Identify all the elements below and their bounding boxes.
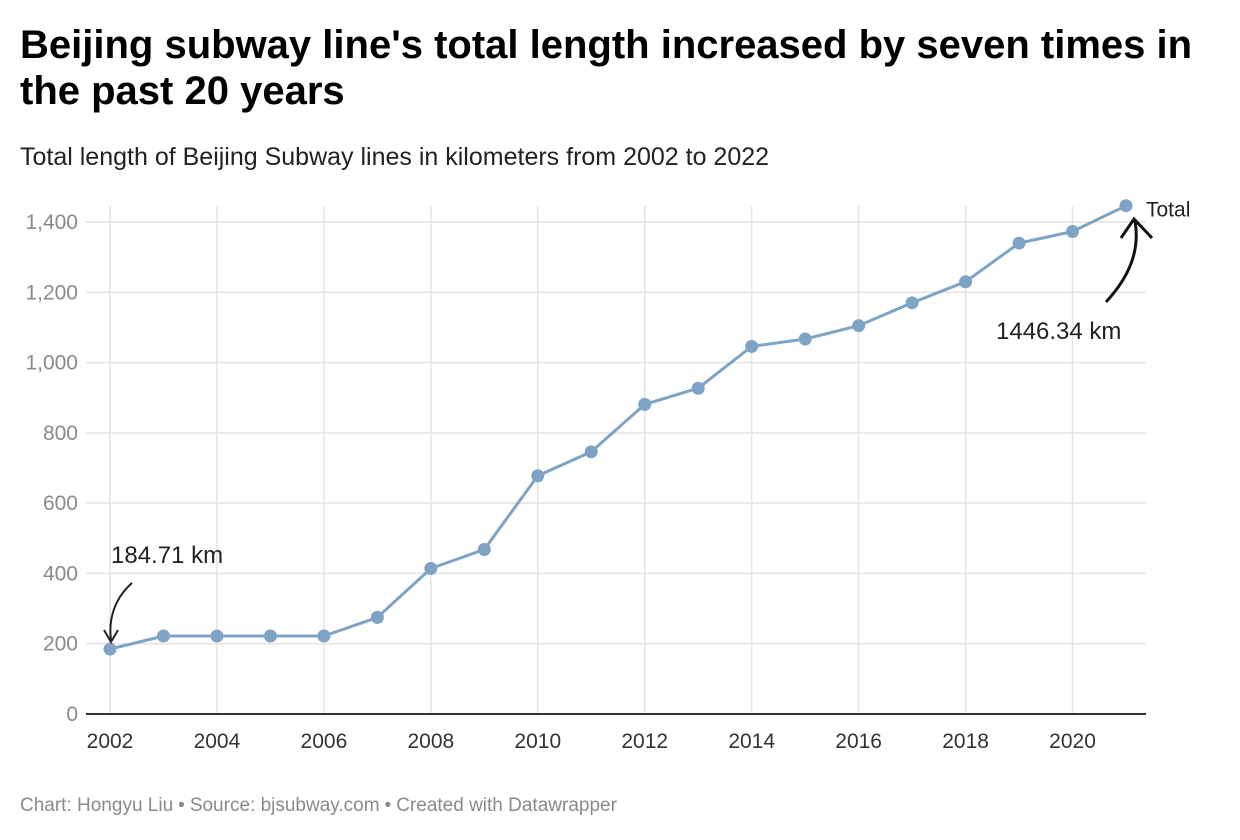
data-point [959, 275, 973, 289]
data-point [905, 296, 919, 310]
chart-footer: Chart: Hongyu Liu • Source: bjsubway.com • C… [20, 794, 617, 818]
data-point [1066, 224, 1080, 238]
data-point [584, 445, 598, 459]
data-point [424, 562, 438, 576]
axes: 0 200 400 600 800 1,000 1,200 1,400 2002 2004 2006… [25, 211, 1146, 753]
series-label-total: Total [1146, 199, 1190, 222]
x-tick-label: 2014 [728, 730, 775, 753]
chart-title: Beijing subway line's total length incre… [20, 23, 1193, 113]
x-tick-label: 2008 [407, 730, 454, 753]
series-total: Total [103, 199, 1190, 656]
line-chart: 0 200 400 600 800 1,000 1,200 1,400 2002 2004 2006… [25, 199, 1190, 753]
data-point [1012, 236, 1026, 250]
annotation-start-arrowhead [103, 629, 119, 644]
y-tick-label: 1,000 [25, 352, 78, 375]
x-tick-label: 2006 [301, 730, 348, 753]
y-tick-label: 200 [43, 633, 78, 656]
data-point [531, 469, 545, 483]
data-point [477, 543, 491, 557]
data-point [745, 339, 759, 353]
y-tick-label: 600 [43, 492, 78, 515]
y-tick-label: 1,400 [25, 211, 78, 234]
x-tick-label: 2004 [194, 730, 241, 753]
y-tick-label: 0 [66, 703, 78, 726]
footer-separator: • [384, 795, 392, 816]
x-tick-label: 2010 [514, 730, 561, 753]
x-tick-label: 2016 [835, 730, 882, 753]
data-point [1119, 199, 1133, 213]
annotation-end-value: 1446.34 km [996, 318, 1121, 345]
data-point [370, 610, 384, 624]
x-tick-label: 2012 [621, 730, 668, 753]
y-tick-label: 800 [43, 422, 78, 445]
data-point [852, 319, 866, 333]
y-tick-label: 400 [43, 562, 78, 585]
x-tick-label: 2002 [87, 730, 134, 753]
x-tick-label: 2018 [942, 730, 989, 753]
x-tick-label: 2020 [1049, 730, 1096, 753]
footer-source: Source: bjsubway.com [189, 795, 380, 816]
y-tick-label: 1,200 [25, 281, 78, 304]
annotation-start-value: 184.71 km [111, 542, 223, 569]
chart-subtitle: Total length of Beijing Subway lines in … [20, 143, 770, 171]
annotation-end-arrow [1104, 220, 1138, 304]
data-point [317, 629, 331, 643]
annotation-start-arrow [109, 582, 133, 641]
data-point [691, 381, 705, 395]
annotations: 184.71 km 1446.34 km [103, 216, 1154, 644]
data-point [798, 332, 812, 346]
series-line [109, 204, 1127, 651]
annotation-end-arrowhead [1119, 216, 1154, 240]
data-point [638, 397, 652, 411]
footer-separator: • [178, 795, 185, 816]
data-point [103, 642, 117, 656]
data-point [263, 629, 277, 643]
footer-created-with: Created with Datawrapper [396, 795, 617, 816]
data-point [156, 629, 170, 643]
data-point [210, 629, 224, 643]
footer-credit: Chart: Hongyu Liu [20, 795, 174, 816]
gridlines [86, 206, 1146, 714]
